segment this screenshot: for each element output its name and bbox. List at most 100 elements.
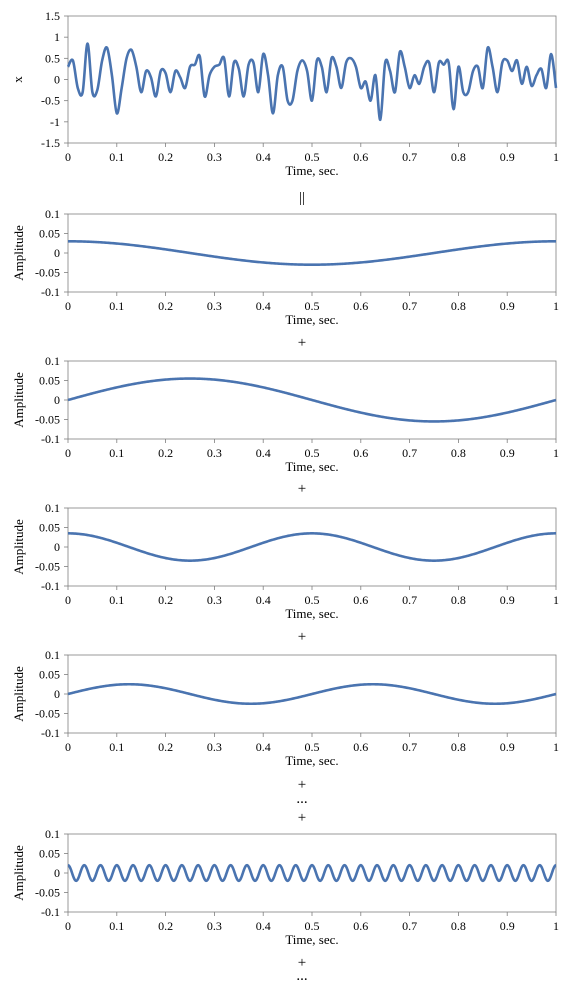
y-tick-label: 0 (54, 540, 60, 554)
y-tick-label: -0.05 (35, 886, 60, 900)
y-tick-label: 0.05 (39, 521, 60, 535)
x-tick-label: 0.8 (451, 299, 466, 313)
charts-group: 1.5 1 0.5 0 -0.5 -1 -1.5 0 0.1 0.2 0.3 0.4 0.5 0.6 0.7… (10, 9, 559, 947)
y-axis-label: Amplitude (11, 845, 26, 901)
x-tick-label: 0.9 (500, 299, 515, 313)
x-tick-label: 0.9 (500, 919, 515, 933)
x-tick-label: 0.8 (451, 593, 466, 607)
y-tick-label: 1.5 (45, 9, 60, 23)
x-tick-label: 1 (553, 150, 559, 164)
y-tick-label: -0.1 (41, 726, 60, 740)
x-tick-label: 0.3 (207, 150, 222, 164)
x-tick-label: 0.8 (451, 919, 466, 933)
separator-symbol: + (298, 955, 306, 971)
y-axis-label: Amplitude (11, 372, 26, 428)
series-line-1 (67, 240, 557, 266)
y-tick-label: -0.05 (35, 413, 60, 427)
y-tick-label: 0.5 (45, 51, 60, 65)
y-tick-label: 0.1 (45, 354, 60, 368)
separator-symbol: ... (296, 791, 307, 807)
x-tick-label: 0.5 (305, 299, 320, 313)
separator-symbol: + (298, 335, 306, 351)
x-tick-label: 0.2 (158, 919, 173, 933)
x-tick-label: 0.8 (451, 740, 466, 754)
x-tick-label: 0.6 (353, 919, 368, 933)
y-axis-label: Amplitude (11, 666, 26, 722)
x-tick-label: 0.2 (158, 150, 173, 164)
y-tick-label: -1 (50, 115, 60, 129)
y-tick-label: -0.1 (41, 579, 60, 593)
x-axis-label: Time, sec. (285, 163, 338, 178)
x-tick-label: 0.5 (305, 150, 320, 164)
x-tick-label: 1 (553, 299, 559, 313)
y-tick-label: 0 (54, 866, 60, 880)
x-tick-label: 0.3 (207, 446, 222, 460)
x-tick-label: 0.1 (109, 299, 124, 313)
y-tick-label: -0.05 (35, 707, 60, 721)
y-tick-label: 0.1 (45, 827, 60, 841)
x-tick-label: 0.8 (451, 446, 466, 460)
y-tick-label: -0.1 (41, 432, 60, 446)
y-tick-label: 0 (54, 393, 60, 407)
x-tick-label: 0.7 (402, 299, 417, 313)
x-tick-label: 0.1 (109, 150, 124, 164)
y-tick-label: 0 (54, 73, 60, 87)
x-tick-label: 0.3 (207, 593, 222, 607)
y-tick-label: 0.05 (39, 227, 60, 241)
y-tick-label: 1 (54, 30, 60, 44)
chart-4: 0.1 0.05 0 -0.05 -0.1 0 0.1 0.2 0.3 0.4 0.5 0.6 0.7 0… (11, 501, 559, 621)
x-tick-label: 0.5 (305, 593, 320, 607)
y-tick-label: 0.05 (39, 374, 60, 388)
x-tick-label: 0.4 (256, 740, 271, 754)
x-tick-label: 0.4 (256, 446, 271, 460)
y-axis-label: x (10, 76, 25, 83)
y-axis-label: Amplitude (11, 225, 26, 281)
separator-symbol: + (298, 629, 306, 645)
y-tick-label: 0.1 (45, 501, 60, 515)
x-tick-label: 0 (65, 150, 71, 164)
x-axis-label: Time, sec. (285, 459, 338, 474)
y-tick-label: -1.5 (41, 136, 60, 150)
y-tick-label: -0.05 (35, 560, 60, 574)
x-tick-label: 0 (65, 446, 71, 460)
separators-group: ||++++...++... (296, 190, 307, 984)
x-tick-label: 0.6 (353, 740, 368, 754)
x-tick-label: 0 (65, 740, 71, 754)
chart-5: 0.1 0.05 0 -0.05 -0.1 0 0.1 0.2 0.3 0.4 0.5 0.6 0.7 0… (11, 648, 559, 768)
x-tick-label: 0.2 (158, 593, 173, 607)
separator-symbol: + (298, 810, 306, 826)
x-tick-label: 0.4 (256, 299, 271, 313)
y-tick-label: -0.1 (41, 285, 60, 299)
x-tick-label: 0.8 (451, 150, 466, 164)
x-tick-label: 0.6 (353, 446, 368, 460)
x-tick-label: 0.5 (305, 919, 320, 933)
x-tick-label: 0.2 (158, 740, 173, 754)
x-tick-label: 0.9 (500, 446, 515, 460)
y-tick-label: -0.1 (41, 905, 60, 919)
x-tick-label: 0.7 (402, 740, 417, 754)
x-tick-label: 0.3 (207, 740, 222, 754)
chart-1: 1.5 1 0.5 0 -0.5 -1 -1.5 0 0.1 0.2 0.3 0.4 0.5 0.6 0.7… (10, 9, 559, 178)
separator-symbol: + (298, 481, 306, 497)
plot-frame (67, 213, 557, 293)
x-tick-label: 1 (553, 593, 559, 607)
x-tick-label: 0.7 (402, 446, 417, 460)
y-tick-label: 0.05 (39, 668, 60, 682)
series-line-1 (67, 377, 557, 423)
x-axis-label: Time, sec. (285, 606, 338, 621)
x-tick-label: 0.5 (305, 446, 320, 460)
x-tick-label: 0.4 (256, 150, 271, 164)
x-axis-label: Time, sec. (285, 312, 338, 327)
x-tick-label: 0.3 (207, 299, 222, 313)
separator-symbol: + (298, 777, 306, 793)
x-tick-label: 0 (65, 919, 71, 933)
chart-3: 0.1 0.05 0 -0.05 -0.1 0 0.1 0.2 0.3 0.4 0.5 0.6 0.7 0… (11, 354, 559, 474)
x-tick-label: 0.2 (158, 446, 173, 460)
x-tick-label: 0 (65, 593, 71, 607)
x-tick-label: 0.6 (353, 593, 368, 607)
x-tick-label: 1 (553, 740, 559, 754)
y-tick-label: 0 (54, 687, 60, 701)
separator-symbol: ... (296, 968, 307, 984)
series-line-1 (67, 682, 557, 706)
